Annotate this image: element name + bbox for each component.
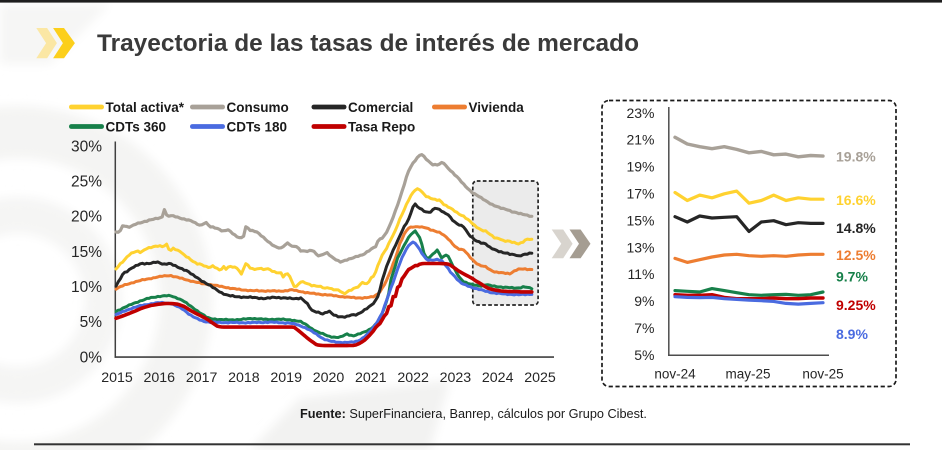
svg-text:2024: 2024 [482, 370, 514, 386]
svg-text:23%: 23% [626, 105, 654, 121]
svg-text:9.25%: 9.25% [836, 297, 876, 313]
svg-text:0%: 0% [80, 349, 103, 366]
svg-text:2016: 2016 [144, 370, 176, 386]
svg-text:Trayectoria de las tasas de in: Trayectoria de las tasas de interés de m… [97, 30, 639, 57]
svg-text:11%: 11% [628, 266, 655, 282]
svg-text:CDTs 180: CDTs 180 [227, 119, 288, 134]
svg-text:2019: 2019 [270, 370, 302, 386]
svg-text:5%: 5% [80, 314, 103, 331]
svg-text:5%: 5% [634, 347, 654, 363]
svg-text:2021: 2021 [355, 370, 387, 386]
svg-text:nov-24: nov-24 [654, 366, 696, 381]
svg-text:30%: 30% [71, 138, 102, 155]
svg-text:Consumo: Consumo [227, 100, 289, 115]
svg-text:2017: 2017 [186, 370, 218, 386]
svg-text:20%: 20% [71, 209, 102, 226]
svg-text:CDTs 360: CDTs 360 [106, 119, 167, 134]
svg-text:may-25: may-25 [725, 366, 770, 381]
svg-text:Fuente: SuperFinanciera, Banre: Fuente: SuperFinanciera, Banrep, cálculo… [300, 407, 647, 421]
svg-text:19%: 19% [626, 159, 654, 175]
svg-text:9.7%: 9.7% [836, 269, 868, 285]
svg-text:7%: 7% [634, 320, 654, 336]
svg-text:21%: 21% [626, 132, 654, 148]
svg-text:2018: 2018 [228, 370, 260, 386]
svg-text:19.8%: 19.8% [836, 149, 876, 165]
svg-text:2023: 2023 [440, 370, 472, 386]
svg-text:Comercial: Comercial [348, 100, 413, 115]
svg-text:2020: 2020 [313, 370, 345, 386]
svg-text:2015: 2015 [101, 370, 133, 386]
svg-text:14.8%: 14.8% [836, 220, 876, 236]
svg-text:nov-25: nov-25 [802, 366, 843, 381]
svg-text:17%: 17% [626, 186, 654, 202]
svg-text:2025: 2025 [524, 370, 556, 386]
svg-text:Vivienda: Vivienda [469, 100, 525, 115]
svg-text:25%: 25% [71, 174, 102, 191]
svg-text:Total activa*: Total activa* [106, 100, 185, 115]
svg-text:8.9%: 8.9% [836, 326, 868, 342]
svg-text:2022: 2022 [397, 370, 429, 386]
svg-text:12.5%: 12.5% [836, 247, 876, 263]
svg-text:Tasa Repo: Tasa Repo [348, 119, 415, 134]
svg-text:15%: 15% [71, 244, 102, 261]
svg-text:10%: 10% [71, 279, 102, 296]
svg-text:15%: 15% [626, 212, 654, 228]
svg-text:13%: 13% [626, 239, 654, 255]
svg-text:16.6%: 16.6% [836, 192, 876, 208]
svg-text:9%: 9% [634, 293, 654, 309]
